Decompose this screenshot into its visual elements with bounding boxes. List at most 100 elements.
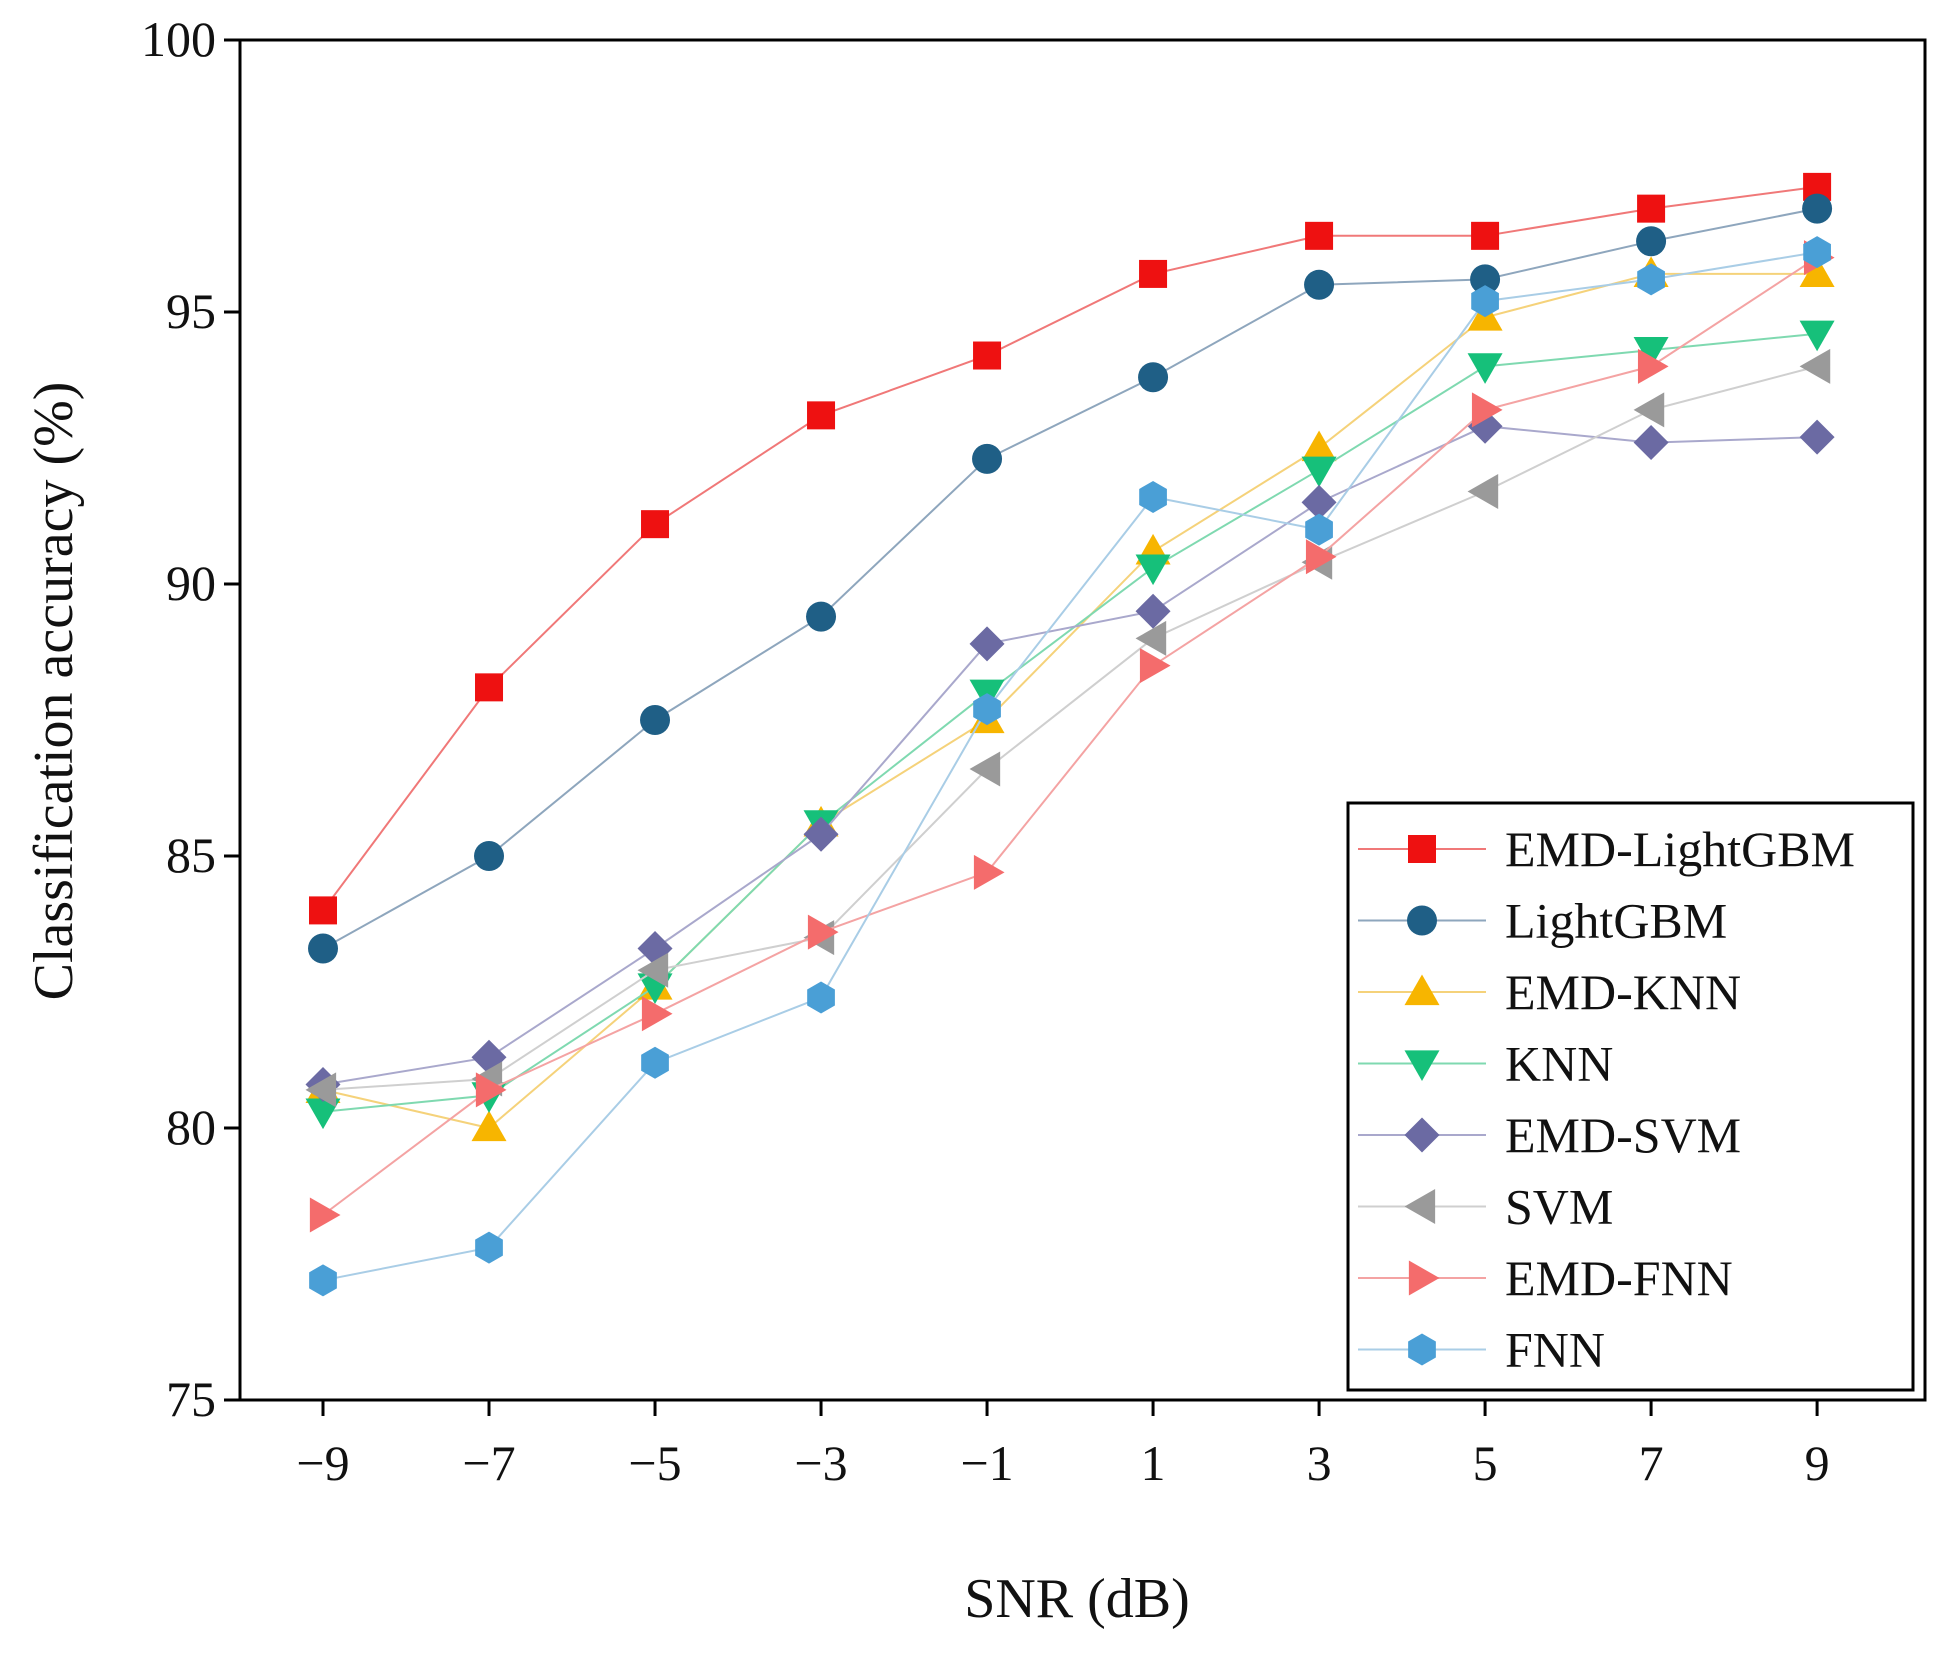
legend-box (1346, 801, 1915, 1392)
x-tick-label: 7 (1639, 1435, 1664, 1491)
legend-label: EMD-SVM (1505, 1107, 1741, 1163)
legend-label: LightGBM (1505, 893, 1727, 949)
legend-marker (1408, 835, 1436, 863)
y-tick-label: 95 (166, 283, 216, 339)
data-point-emd-svm (969, 626, 1005, 662)
data-point-emd-knn (1799, 256, 1835, 288)
legend-item-emd-fnn: EMD-FNN (1358, 1250, 1733, 1306)
data-point-fnn (1305, 513, 1333, 546)
data-point-fnn (973, 693, 1001, 726)
legend-item-knn: KNN (1358, 1036, 1613, 1092)
data-point-fnn (807, 981, 835, 1014)
data-point-emd-fnn (641, 996, 673, 1032)
data-point-knn (1467, 353, 1503, 384)
data-point-svm (637, 952, 669, 988)
data-point-lightgbm (806, 601, 837, 632)
series-line-knn (322, 332, 1818, 1113)
x-tick-label: −9 (296, 1435, 349, 1491)
legend-label: KNN (1505, 1036, 1613, 1092)
data-point-svm (969, 751, 1001, 787)
data-point-emd-lightgbm (807, 401, 836, 430)
data-point-emd-lightgbm (1305, 221, 1334, 250)
data-point-svm (1135, 620, 1167, 656)
data-point-fnn (475, 1231, 503, 1264)
data-point-svm (1799, 348, 1831, 384)
legend-marker (1404, 974, 1440, 1006)
legend: EMD-LightGBM LightGBM EMD-KNN KNN EMD-SVM SVM… (1346, 801, 1915, 1392)
y-tick-label: 85 (166, 827, 216, 883)
series-line-emd-knn (322, 272, 1818, 1130)
legend-marker (1404, 1117, 1440, 1153)
data-point-knn (1633, 336, 1669, 368)
y-tick-label: 75 (166, 1371, 216, 1427)
data-point-emd-lightgbm (973, 341, 1002, 370)
series-line-emd-fnn (322, 256, 1818, 1216)
series-emd-lightgbm (309, 172, 1832, 925)
legend-label: EMD-KNN (1505, 964, 1741, 1020)
y-tick-label: 100 (141, 11, 216, 67)
data-point-emd-fnn (1471, 392, 1503, 428)
data-point-emd-svm (803, 816, 839, 852)
series-line-svm (322, 365, 1818, 1091)
x-tick-label: −7 (462, 1435, 515, 1491)
x-tick-label: −5 (628, 1435, 681, 1491)
data-point-emd-fnn (1305, 539, 1337, 575)
data-point-lightgbm (1802, 193, 1833, 224)
x-tick-label: −3 (794, 1435, 847, 1491)
legend-item-svm: SVM (1358, 1179, 1613, 1235)
legend-item-emd-knn: EMD-KNN (1358, 964, 1741, 1020)
data-point-lightgbm (972, 443, 1003, 474)
data-point-emd-fnn (475, 1072, 507, 1108)
x-tick-label: −1 (960, 1435, 1013, 1491)
data-point-fnn (1471, 285, 1499, 318)
y-tick-label: 80 (166, 1099, 216, 1155)
legend-item-fnn: FNN (1358, 1322, 1605, 1378)
data-point-emd-svm (1301, 484, 1337, 520)
axes: 75 80 85 90 95 100 −9 −7 −5 −3 −1 1 3 5 7 9 (141, 11, 1927, 1491)
data-point-emd-knn (1301, 430, 1337, 462)
data-point-fnn (1139, 480, 1167, 513)
data-point-lightgbm (1138, 362, 1169, 393)
legend-label: SVM (1505, 1179, 1613, 1235)
legend-marker (1408, 1260, 1440, 1296)
legend-item-lightgbm: LightGBM (1358, 893, 1727, 949)
data-point-fnn (1803, 236, 1831, 269)
series-line-fnn (322, 251, 1818, 1282)
data-point-emd-fnn (309, 1197, 341, 1233)
data-point-fnn (309, 1264, 337, 1297)
data-point-emd-fnn (973, 854, 1005, 890)
legend-label: EMD-FNN (1505, 1250, 1733, 1306)
data-point-lightgbm (640, 705, 671, 735)
data-point-svm (1467, 474, 1499, 510)
data-point-lightgbm (1636, 226, 1667, 257)
data-point-emd-svm (1633, 425, 1669, 461)
data-point-emd-fnn (1637, 348, 1669, 384)
legend-marker (1404, 1189, 1436, 1224)
series-line-emd-lightgbm (322, 185, 1818, 911)
series-fnn (309, 236, 1831, 1297)
series-lightgbm (308, 193, 1833, 964)
x-tick-label: 9 (1805, 1435, 1830, 1491)
y-tick-label: 90 (166, 555, 216, 611)
data-point-lightgbm (308, 933, 339, 964)
legend-item-emd-lightgbm: EMD-LightGBM (1358, 821, 1855, 877)
data-point-fnn (641, 1046, 669, 1079)
data-point-svm (1633, 392, 1665, 428)
data-point-knn (305, 1098, 341, 1130)
data-point-emd-knn (471, 1110, 507, 1142)
x-tick-label: 1 (1141, 1435, 1166, 1491)
series-layer (305, 172, 1835, 1297)
data-point-emd-lightgbm (309, 896, 338, 925)
data-point-emd-fnn (807, 914, 839, 950)
data-point-lightgbm (1304, 269, 1335, 300)
data-point-fnn (1637, 263, 1665, 296)
data-point-svm (305, 1072, 337, 1108)
legend-label: EMD-LightGBM (1505, 821, 1855, 877)
legend-label: FNN (1505, 1322, 1605, 1378)
data-point-emd-lightgbm (1139, 259, 1168, 288)
series-line-lightgbm (322, 207, 1818, 950)
x-tick-label: 5 (1473, 1435, 1498, 1491)
legend-marker (1407, 905, 1437, 936)
